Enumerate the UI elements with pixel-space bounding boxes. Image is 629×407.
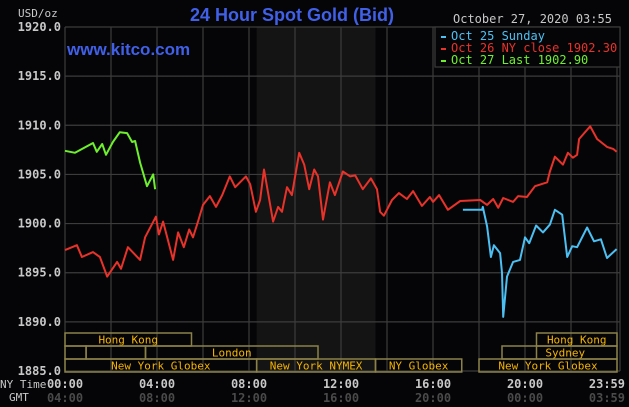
x-tick-gmt: 03:59: [589, 391, 625, 405]
session-label: Hong Kong: [98, 334, 158, 347]
x-tick-ny: 04:00: [139, 377, 175, 391]
session-label: New York Globex: [111, 360, 211, 373]
session-label: London: [212, 347, 252, 360]
legend-entry: Oct 27 Last 1902.90: [451, 53, 588, 67]
x-tick-gmt: 08:00: [139, 391, 175, 405]
y-tick-label: 1910.0: [18, 118, 61, 132]
x-tick-gmt: 12:00: [231, 391, 267, 405]
y-tick-label: 1915.0: [18, 69, 61, 83]
session-label: New York Globex: [498, 360, 598, 373]
session-label: NY Globex: [389, 360, 449, 373]
timestamp: October 27, 2020 03:55: [453, 12, 612, 26]
legend-swatch: [441, 48, 446, 50]
x-axis-ny-label: NY Time: [0, 378, 46, 391]
x-tick-ny: 16:00: [415, 377, 451, 391]
session-label: Sydney: [545, 347, 585, 360]
session-label: New York NYMEX: [270, 360, 363, 373]
y-tick-label: 1900.0: [18, 217, 61, 231]
chart-title: 24 Hour Spot Gold (Bid): [190, 5, 394, 25]
legend-swatch: [441, 60, 446, 62]
x-axis-gmt-label: GMT: [9, 391, 29, 404]
series-line-0: [462, 205, 618, 318]
x-tick-ny: 20:00: [507, 377, 543, 391]
x-tick-gmt: 20:00: [415, 391, 451, 405]
y-tick-label: 1920.0: [18, 20, 61, 34]
x-tick-ny: 08:00: [231, 377, 267, 391]
session-label: Hong Kong: [547, 334, 607, 347]
y-tick-label: 1885.0: [18, 364, 61, 378]
session-box: [478, 358, 618, 373]
y-tick-label: 1895.0: [18, 266, 61, 280]
y-tick-label: 1905.0: [18, 167, 61, 181]
x-tick-ny: 23:59: [589, 377, 625, 391]
x-tick-gmt: 00:00: [507, 391, 543, 405]
legend-swatch: [441, 36, 446, 38]
legend-box: [434, 26, 621, 68]
x-tick-ny: 00:00: [47, 377, 83, 391]
legend-entry: Oct 25 Sunday: [451, 29, 545, 43]
x-tick-gmt: 04:00: [47, 391, 83, 405]
session-box: [85, 345, 147, 360]
session-box: [64, 345, 87, 360]
kitco-watermark: www.kitco.com: [66, 40, 190, 59]
x-tick-ny: 12:00: [323, 377, 359, 391]
y-axis-label: USD/oz: [18, 7, 58, 20]
series-line-1: [64, 125, 618, 278]
legend-entry: Oct 26 NY close 1902.30: [451, 41, 617, 55]
nymex-hours-shading: [256, 27, 376, 371]
series-line-2: [64, 131, 157, 190]
x-tick-gmt: 16:00: [323, 391, 359, 405]
y-tick-label: 1890.0: [18, 315, 61, 329]
session-box: [374, 358, 463, 373]
